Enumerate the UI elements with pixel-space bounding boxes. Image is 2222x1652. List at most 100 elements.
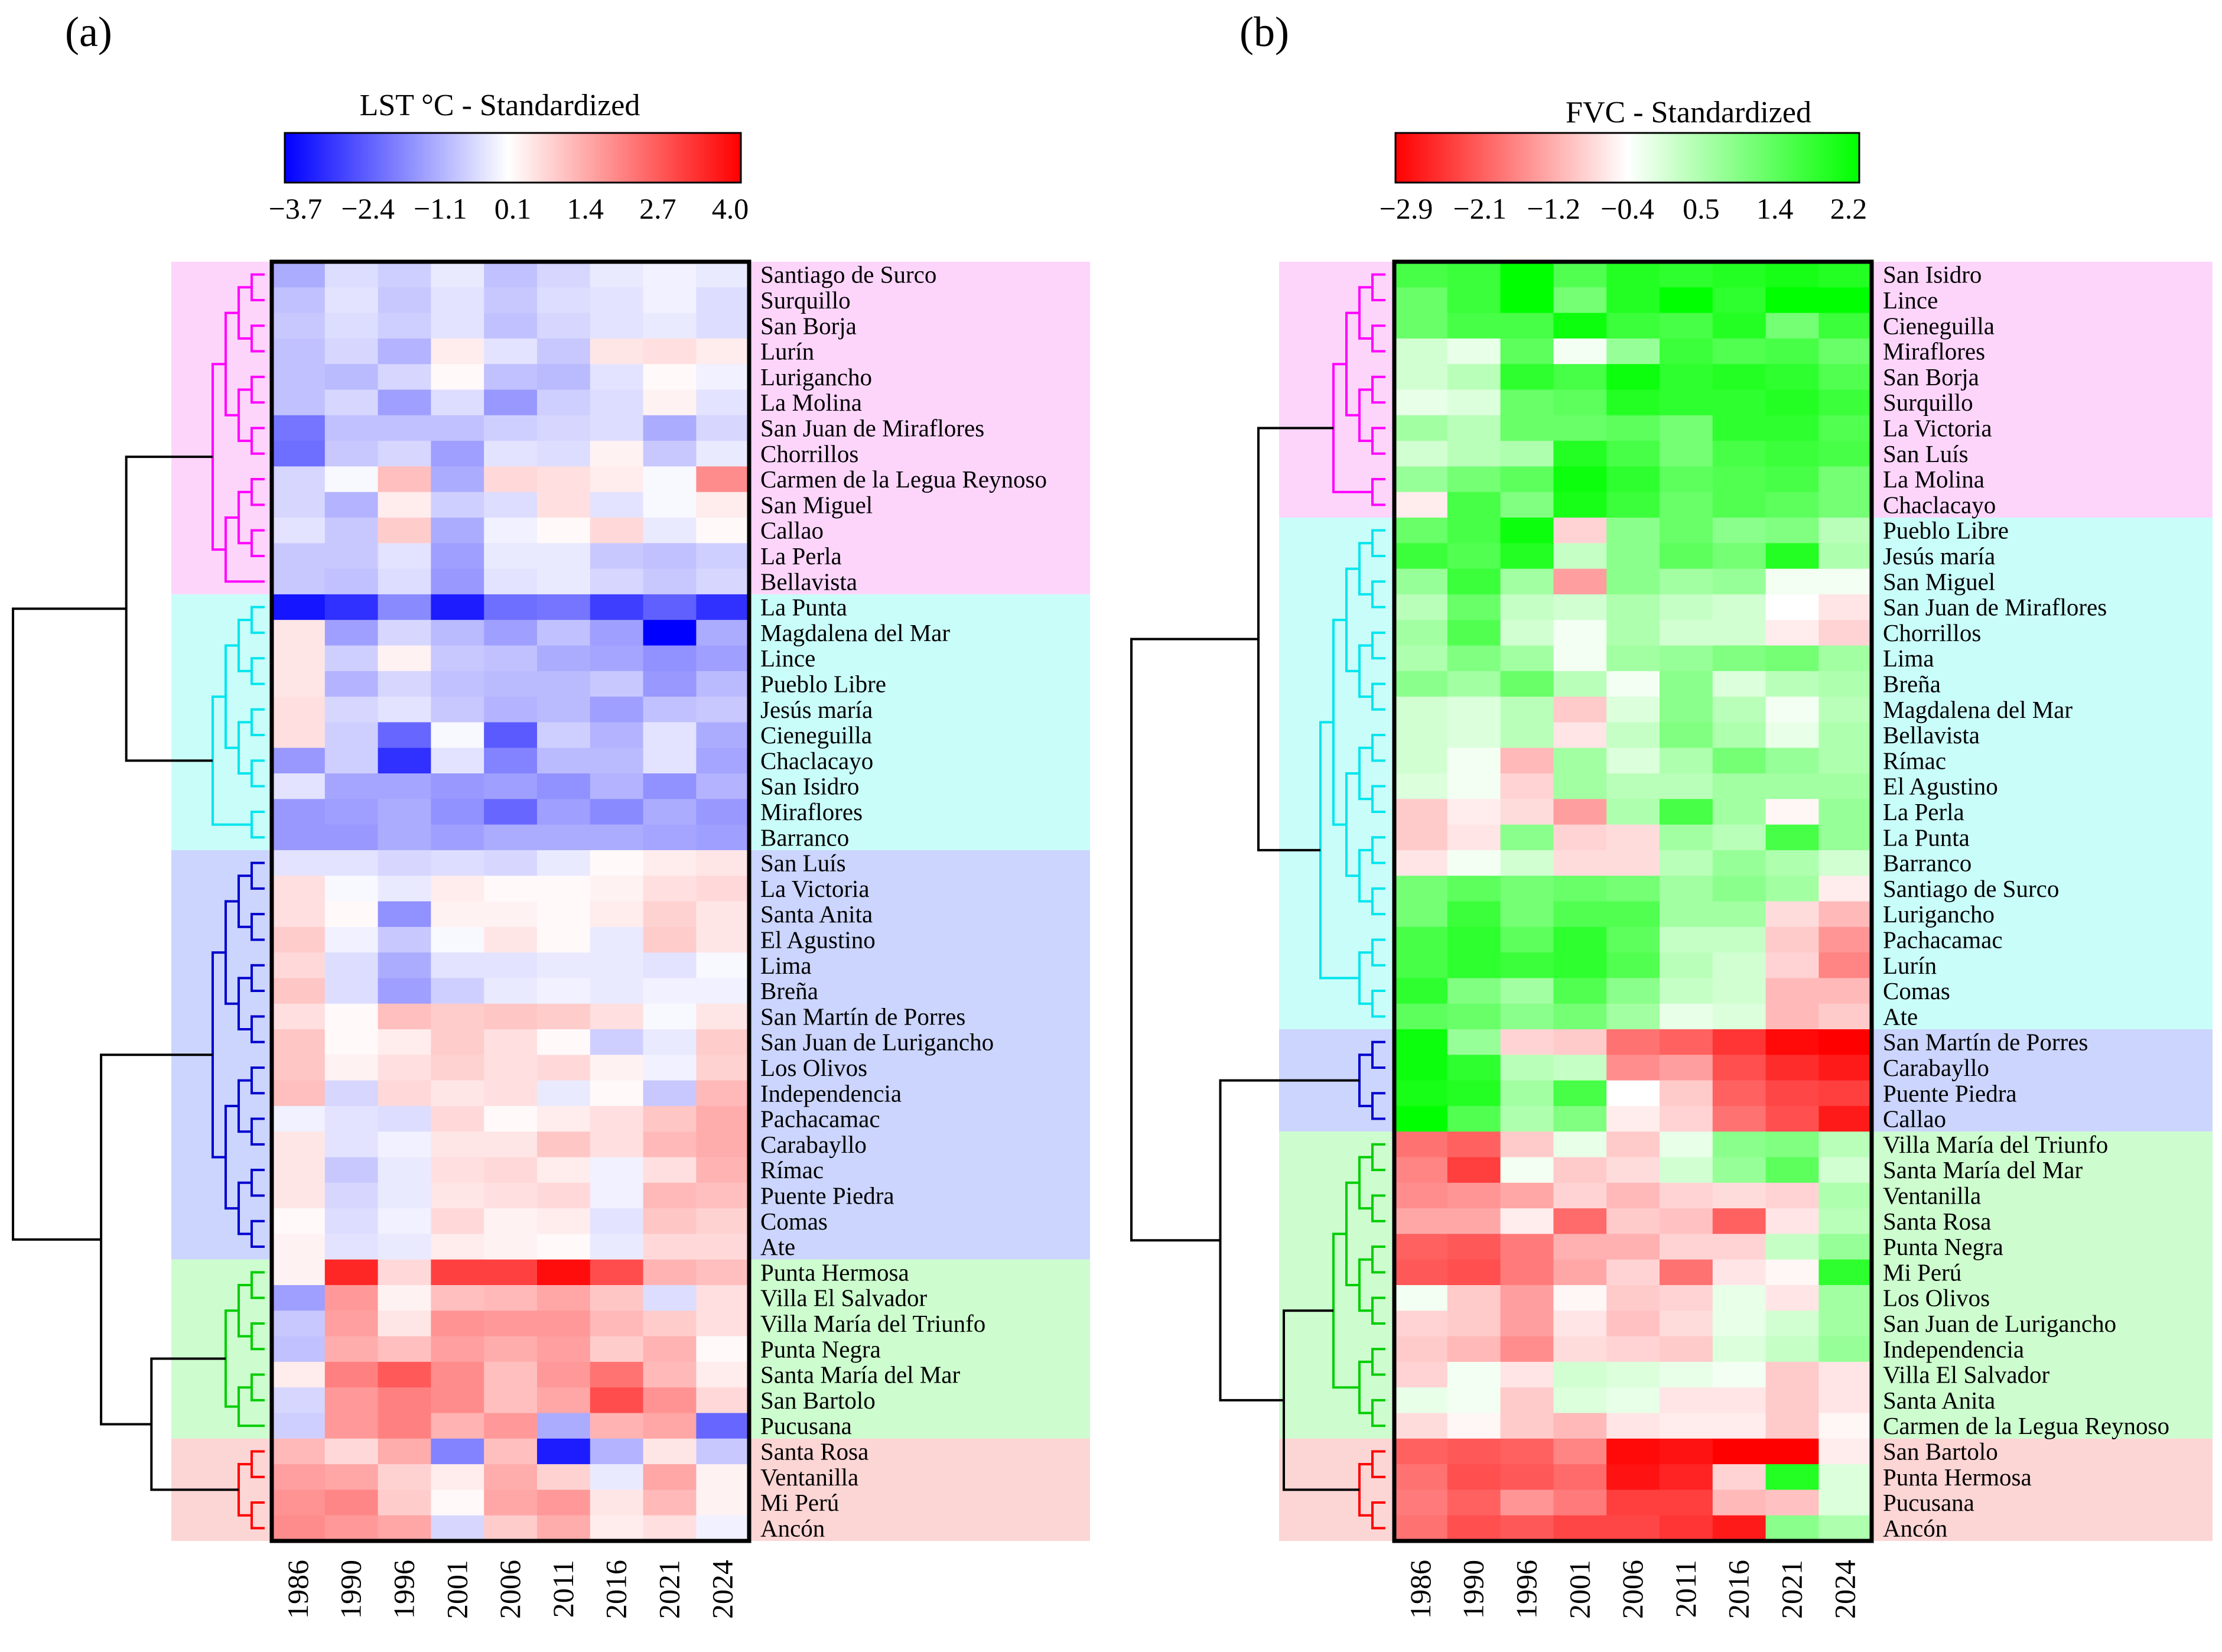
colorbar-tick-label: −2.9 bbox=[1380, 192, 1433, 225]
row-label: San Juan de Miraflores bbox=[1883, 594, 2107, 621]
heatmap-cell bbox=[1712, 671, 1766, 697]
heatmap-cell bbox=[1553, 1464, 1607, 1490]
heatmap-cell bbox=[1394, 901, 1448, 928]
row-label: San Bartolo bbox=[1883, 1438, 1998, 1465]
heatmap-cell bbox=[1447, 926, 1501, 953]
heatmap-cell bbox=[324, 389, 379, 416]
heatmap-cell bbox=[696, 901, 750, 928]
heatmap-cell bbox=[1606, 568, 1660, 595]
heatmap-cell bbox=[1818, 850, 1872, 876]
row-label: Santiago de Surco bbox=[1883, 875, 2059, 902]
year-label: 2021 bbox=[1775, 1560, 1808, 1619]
heatmap-cell bbox=[1660, 978, 1713, 1004]
heatmap-cell bbox=[696, 415, 750, 441]
year-label: 1996 bbox=[1510, 1560, 1543, 1619]
heatmap-cell bbox=[1394, 1259, 1448, 1286]
heatmap-cell bbox=[1553, 1105, 1607, 1132]
heatmap-cell bbox=[272, 1310, 326, 1337]
heatmap-cell bbox=[1660, 594, 1713, 620]
row-label: Villa María del Triunfo bbox=[1883, 1131, 2108, 1158]
heatmap-cell bbox=[1553, 1387, 1607, 1414]
heatmap-cell bbox=[643, 1208, 697, 1234]
heatmap-cell bbox=[1765, 543, 1819, 570]
heatmap-cell bbox=[324, 952, 379, 978]
heatmap-cell bbox=[431, 1105, 484, 1132]
heatmap-cell bbox=[1660, 773, 1713, 799]
heatmap-cell bbox=[1818, 645, 1872, 672]
heatmap-cell bbox=[696, 1029, 750, 1055]
heatmap-cell bbox=[484, 287, 538, 314]
heatmap-cell bbox=[1394, 1055, 1448, 1081]
year-label: 2021 bbox=[653, 1560, 686, 1619]
heatmap-cell bbox=[1660, 620, 1713, 646]
heatmap-cell bbox=[1765, 747, 1819, 774]
heatmap-cell bbox=[272, 722, 326, 749]
heatmap-cell bbox=[1553, 1310, 1607, 1337]
heatmap-cell bbox=[1553, 1055, 1607, 1081]
heatmap-cell bbox=[1553, 262, 1607, 288]
row-label: Cieneguilla bbox=[760, 721, 872, 749]
heatmap-cell bbox=[484, 773, 538, 799]
heatmap-cell bbox=[590, 747, 644, 774]
heatmap-cell bbox=[378, 1182, 431, 1209]
heatmap-cell bbox=[643, 338, 697, 365]
heatmap-cell bbox=[1553, 671, 1607, 697]
heatmap-cell bbox=[272, 850, 326, 876]
heatmap-cell bbox=[1447, 1029, 1501, 1055]
heatmap-cell bbox=[1500, 1413, 1554, 1439]
heatmap-cell bbox=[590, 415, 644, 441]
heatmap-cell bbox=[324, 568, 379, 595]
heatmap-cell bbox=[1765, 1003, 1819, 1030]
heatmap-cell bbox=[484, 1336, 538, 1362]
heatmap-cell bbox=[696, 722, 750, 749]
heatmap-cell bbox=[1447, 1080, 1501, 1107]
heatmap-cell bbox=[537, 1208, 591, 1234]
heatmap-cell bbox=[431, 441, 484, 467]
heatmap-cell bbox=[1606, 1515, 1660, 1542]
colorbar-ticks-a: −3.7 −2.4 −1.1 0.1 1.4 2.7 4.0 bbox=[269, 192, 749, 225]
heatmap-cell bbox=[431, 1182, 484, 1209]
heatmap-cell bbox=[643, 1080, 697, 1107]
heatmap-cell bbox=[1447, 645, 1501, 672]
heatmap-cell bbox=[324, 1182, 379, 1209]
heatmap-cell bbox=[1394, 466, 1448, 493]
heatmap-cell bbox=[1818, 1490, 1872, 1516]
heatmap-cell bbox=[1447, 1259, 1501, 1286]
heatmap-cell bbox=[1660, 1182, 1713, 1209]
row-label: La Punta bbox=[760, 594, 847, 621]
heatmap-frame-b bbox=[1392, 259, 1874, 1543]
heatmap-cell bbox=[643, 926, 697, 953]
heatmap-cell bbox=[324, 1234, 379, 1260]
heatmap-cell bbox=[1765, 492, 1819, 518]
heatmap-cell bbox=[1606, 518, 1660, 544]
heatmap-cell bbox=[431, 824, 484, 851]
heatmap-cell bbox=[484, 850, 538, 876]
heatmap-cell bbox=[484, 415, 538, 441]
heatmap-cell bbox=[431, 1285, 484, 1311]
heatmap-cell bbox=[590, 952, 644, 978]
heatmap-cell bbox=[378, 620, 431, 646]
row-label: Ventanilla bbox=[760, 1464, 858, 1491]
row-label: Independencia bbox=[760, 1079, 902, 1107]
colorbar-a bbox=[284, 132, 742, 184]
heatmap-cell bbox=[1500, 1387, 1554, 1414]
heatmap-cell bbox=[1606, 876, 1660, 902]
row-label: San Juan de Lurigancho bbox=[1883, 1310, 2116, 1337]
heatmap-cell bbox=[696, 799, 750, 825]
heatmap-cell bbox=[643, 466, 697, 493]
heatmap-cell bbox=[324, 1131, 379, 1158]
heatmap-cell bbox=[431, 1003, 484, 1030]
heatmap-cell bbox=[1553, 850, 1607, 876]
heatmap-cell bbox=[696, 850, 750, 876]
heatmap-cell bbox=[484, 952, 538, 978]
heatmap-cell bbox=[272, 1285, 326, 1311]
heatmap-cell bbox=[643, 1029, 697, 1055]
heatmap-cell bbox=[1765, 1105, 1819, 1132]
heatmap-cell bbox=[378, 1490, 431, 1516]
row-label: La Molina bbox=[760, 389, 862, 416]
heatmap-cell bbox=[1500, 1438, 1554, 1465]
heatmap-cell bbox=[431, 722, 484, 749]
heatmap-cell bbox=[431, 697, 484, 723]
heatmap-cell bbox=[590, 1208, 644, 1234]
heatmap-cell bbox=[1394, 773, 1448, 799]
